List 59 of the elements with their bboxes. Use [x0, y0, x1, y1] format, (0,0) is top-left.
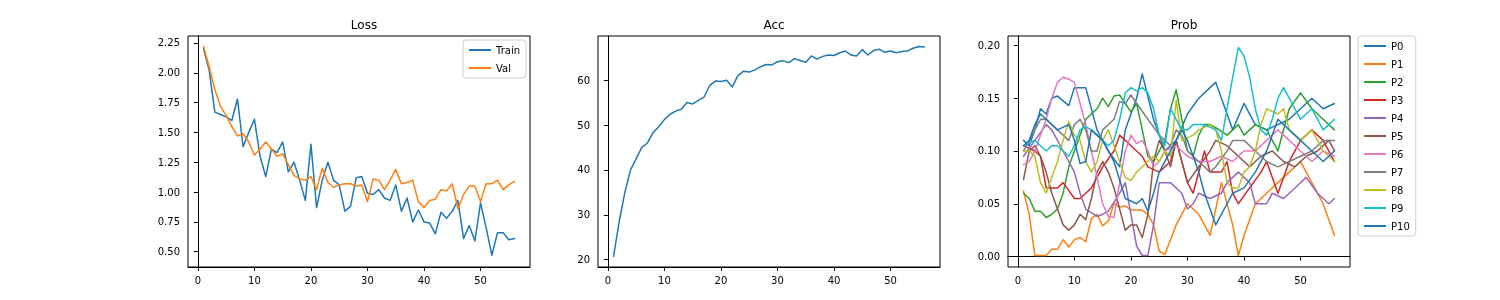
chart-title: Prob	[1170, 18, 1198, 32]
x-tick-label: 0	[194, 274, 201, 286]
y-tick-label: 1.25	[157, 156, 180, 168]
x-tick-label: 0	[604, 274, 611, 286]
x-tick-label: 10	[1068, 274, 1081, 286]
legend-label: Val	[495, 62, 511, 74]
legend-label: P6	[1391, 148, 1404, 160]
y-tick-label: 40	[577, 164, 590, 176]
x-tick-label: 50	[473, 274, 487, 286]
y-tick-label: 1.75	[157, 97, 180, 109]
x-tick-label: 50	[1294, 274, 1307, 286]
y-tick-label: 30	[577, 209, 590, 221]
y-tick-label: 50	[577, 119, 590, 131]
x-tick-label: 10	[247, 274, 261, 286]
y-tick-label: 20	[577, 254, 590, 266]
x-tick-label: 20	[304, 274, 317, 286]
y-tick-label: 0.20	[977, 39, 1001, 51]
y-tick-label: 0.75	[157, 216, 180, 228]
x-tick-label: 30	[1181, 274, 1194, 286]
chart-title: Loss	[350, 18, 377, 32]
legend-label: P5	[1391, 130, 1404, 142]
x-tick-label: 10	[657, 274, 671, 286]
line-series	[1022, 160, 1336, 257]
legend-label: P9	[1391, 202, 1404, 214]
y-tick-label: 0.00	[977, 251, 1001, 263]
legend-label: P10	[1391, 220, 1410, 232]
x-tick-label: 30	[770, 274, 784, 286]
legend-label: P8	[1391, 184, 1404, 196]
y-tick-label: 1.50	[157, 126, 180, 138]
line-series	[1022, 139, 1336, 239]
y-tick-label: 0.50	[157, 246, 180, 258]
line-series	[1022, 129, 1336, 205]
y-tick-label: 0.05	[977, 198, 1001, 210]
x-tick-label: 0	[1014, 274, 1022, 286]
x-tick-label: 20	[714, 274, 728, 286]
legend-label: P2	[1391, 76, 1404, 88]
line-series	[612, 45, 925, 258]
y-tick-label: 1.00	[157, 186, 180, 198]
legend-label: P3	[1391, 94, 1404, 106]
x-tick-label: 50	[883, 274, 897, 286]
y-tick-label: 2.00	[157, 67, 180, 79]
line-series	[1022, 123, 1336, 257]
legend-label: P4	[1391, 112, 1404, 124]
x-tick-label: 30	[360, 274, 374, 286]
x-tick-label: 20	[1124, 274, 1138, 286]
x-tick-label: 40	[827, 274, 841, 286]
chart-title: Acc	[763, 18, 785, 32]
legend-label: P0	[1391, 40, 1404, 52]
x-tick-label: 40	[417, 274, 430, 286]
y-tick-label: 60	[577, 74, 590, 86]
y-tick-label: 2.25	[157, 37, 180, 49]
legend-label: P1	[1391, 58, 1404, 70]
line-series	[1022, 99, 1336, 194]
legend-label: P7	[1391, 166, 1404, 178]
y-tick-label: 0.10	[977, 145, 1001, 157]
y-tick-label: 0.15	[977, 92, 1001, 104]
line-series	[1022, 94, 1336, 173]
legend-label: Train	[494, 44, 520, 56]
x-tick-label: 40	[1237, 274, 1251, 286]
